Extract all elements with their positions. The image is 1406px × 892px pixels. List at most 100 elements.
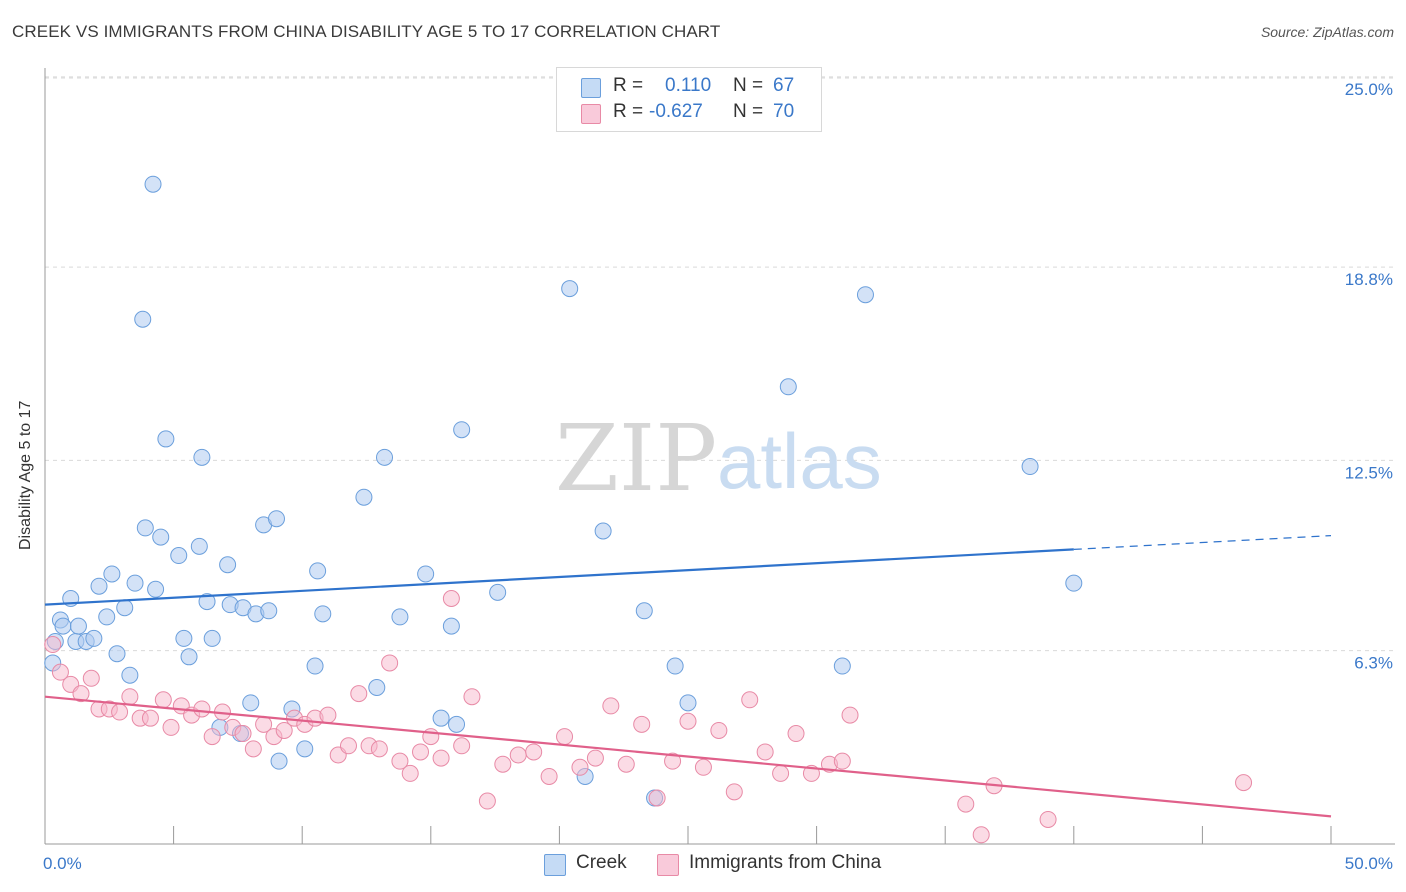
creek-point: [432, 709, 450, 727]
china-point: [664, 752, 682, 770]
creek-trend-line: [44, 548, 1074, 606]
creek-point: [144, 175, 162, 193]
creek-point: [108, 645, 126, 663]
china-point: [244, 740, 262, 758]
creek-point: [270, 752, 288, 770]
y-axis-label: Disability Age 5 to 17: [17, 400, 34, 550]
creek-point: [170, 547, 188, 565]
n-value-china: 70: [773, 101, 795, 122]
china-point: [617, 755, 635, 773]
n-label-creek: N =: [733, 75, 764, 96]
chart-title: CREEK VS IMMIGRANTS FROM CHINA DISABILIT…: [12, 22, 721, 41]
creek-point: [198, 593, 216, 611]
creek-point: [69, 617, 87, 635]
creek-point: [147, 580, 165, 598]
china-point: [275, 721, 293, 739]
china-point: [203, 728, 221, 746]
china-point: [44, 636, 62, 654]
creek-point: [90, 577, 108, 595]
china-point: [1235, 774, 1253, 792]
creek-point: [635, 602, 653, 620]
china-point: [432, 749, 450, 767]
china-point: [833, 752, 851, 770]
creek-swatch: [581, 78, 601, 98]
china-points: [44, 590, 1253, 844]
china-point: [586, 749, 604, 767]
watermark-atlas-text: atlas: [717, 417, 882, 505]
correlation-legend: R = 0.110 N = 67 R = -0.627 N = 70: [556, 67, 822, 132]
china-legend-label: Immigrants from China: [689, 852, 882, 873]
x-tick-label-max: 50.0%: [1345, 854, 1393, 873]
creek-point: [309, 562, 327, 580]
china-point: [154, 691, 172, 709]
creek-point: [417, 565, 435, 583]
creek-point: [103, 565, 121, 583]
china-point: [540, 767, 558, 785]
n-value-creek: 67: [773, 75, 795, 96]
creek-point: [203, 629, 221, 647]
r-label-creek: R =: [613, 75, 644, 96]
creek-point: [193, 448, 211, 466]
creek-point: [180, 648, 198, 666]
creek-point: [666, 657, 684, 675]
china-point: [694, 758, 712, 776]
r-value-china: -0.627: [649, 101, 703, 122]
creek-point: [134, 310, 152, 328]
creek-point: [267, 510, 285, 528]
china-point: [72, 685, 90, 703]
axes: [44, 68, 1395, 845]
china-point: [633, 715, 651, 733]
china-point: [1039, 810, 1057, 828]
china-point: [556, 728, 574, 746]
china-point: [525, 743, 543, 761]
china-point: [391, 752, 409, 770]
china-point: [193, 700, 211, 718]
creek-trend-extension: [1073, 534, 1332, 551]
creek-point: [453, 421, 471, 439]
creek-point: [314, 605, 332, 623]
y-tick-label: 25.0%: [1345, 80, 1393, 99]
creek-point: [157, 430, 175, 448]
creek-legend-swatch: [544, 854, 566, 876]
china-point: [710, 721, 728, 739]
creek-point: [561, 280, 579, 298]
creek-point: [594, 522, 612, 540]
china-point: [141, 709, 159, 727]
china-point: [679, 712, 697, 730]
creek-points: [44, 175, 1083, 807]
creek-point: [355, 488, 373, 506]
creek-point: [1065, 574, 1083, 592]
creek-point: [856, 286, 874, 304]
china-point: [234, 725, 252, 743]
creek-point: [296, 740, 314, 758]
y-tick-label: 18.8%: [1345, 270, 1393, 289]
creek-point: [152, 528, 170, 546]
china-point: [741, 691, 759, 709]
creek-point: [126, 574, 144, 592]
creek-point: [219, 556, 237, 574]
creek-point: [136, 519, 154, 537]
creek-point: [175, 629, 193, 647]
china-point: [381, 654, 399, 672]
creek-point: [116, 599, 134, 617]
gridlines: [45, 76, 1395, 652]
china-point: [370, 740, 388, 758]
y-axis-label-wrap: Disability Age 5 to 17: [17, 401, 37, 550]
china-point: [725, 783, 743, 801]
creek-point: [833, 657, 851, 675]
creek-point: [489, 583, 507, 601]
china-point: [350, 685, 368, 703]
creek-point: [85, 629, 103, 647]
creek-point: [306, 657, 324, 675]
china-point: [571, 758, 589, 776]
china-point: [602, 697, 620, 715]
china-swatch: [581, 104, 601, 124]
china-point: [412, 743, 430, 761]
creek-point: [190, 537, 208, 555]
x-tick-label-min: 0.0%: [43, 854, 82, 873]
creek-point: [98, 608, 116, 626]
y-tick-label: 12.5%: [1345, 463, 1393, 482]
china-point: [972, 826, 990, 844]
china-point: [957, 795, 975, 813]
